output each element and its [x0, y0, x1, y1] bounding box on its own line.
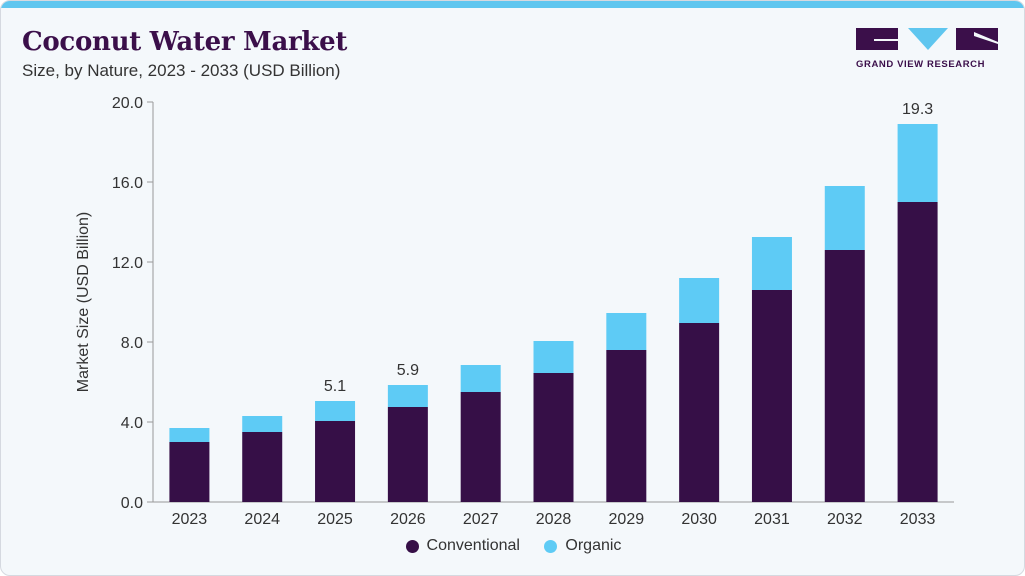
bar-conventional-2028	[533, 373, 574, 502]
x-tick-label: 2023	[172, 511, 208, 528]
bar-conventional-2027	[460, 392, 501, 502]
bar-organic-2023	[169, 428, 210, 442]
data-label-2026: 5.9	[397, 362, 419, 379]
bar-organic-2024	[242, 416, 283, 432]
legend-label-conventional: Conventional	[426, 537, 520, 554]
x-tick-label: 2024	[244, 511, 280, 528]
x-tick-label: 2033	[900, 511, 936, 528]
y-tick-label: 8.0	[121, 335, 143, 352]
legend: Conventional Organic	[1, 537, 1024, 558]
bar-organic-2032	[824, 186, 865, 250]
bar-conventional-2026	[387, 407, 428, 502]
data-label-2033: 19.3	[902, 101, 933, 118]
bar-organic-2031	[751, 237, 792, 290]
bar-organic-2033	[897, 124, 938, 202]
bar-organic-2025	[315, 401, 356, 421]
bar-conventional-2029	[606, 350, 647, 502]
y-tick-label: 4.0	[121, 415, 143, 432]
bar-organic-2026	[387, 385, 428, 407]
x-tick-label: 2032	[827, 511, 863, 528]
legend-item-organic: Organic	[544, 537, 621, 555]
logo-text: GRAND VIEW RESEARCH	[856, 59, 986, 70]
data-label-2025: 5.1	[324, 378, 346, 395]
bar-conventional-2031	[751, 290, 792, 502]
y-tick-label: 20.0	[112, 95, 143, 112]
x-tick-label: 2031	[754, 511, 790, 528]
x-tick-label: 2027	[463, 511, 499, 528]
bar-organic-2029	[606, 313, 647, 350]
x-tick-label: 2026	[390, 511, 426, 528]
legend-dot-organic	[544, 539, 558, 553]
bar-organic-2027	[460, 365, 501, 392]
legend-dot-conventional	[405, 539, 419, 553]
bar-conventional-2025	[315, 421, 356, 502]
legend-item-conventional: Conventional	[405, 537, 520, 555]
bar-organic-2028	[533, 341, 574, 373]
bar-conventional-2024	[242, 432, 283, 502]
y-axis-label: Market Size (USD Billion)	[75, 212, 92, 392]
page-title: Coconut Water Market	[22, 27, 348, 57]
x-tick-label: 2030	[681, 511, 717, 528]
accent-bar	[1, 1, 1024, 8]
y-tick-label: 12.0	[112, 255, 143, 272]
bar-conventional-2032	[824, 250, 865, 502]
y-tick-label: 0.0	[121, 495, 143, 512]
page-subtitle: Size, by Nature, 2023 - 2033 (USD Billio…	[22, 61, 341, 80]
x-tick-label: 2028	[536, 511, 572, 528]
x-tick-label: 2025	[317, 511, 353, 528]
x-tick-label: 2029	[609, 511, 645, 528]
y-tick-label: 16.0	[112, 175, 143, 192]
legend-label-organic: Organic	[565, 537, 622, 554]
bar-conventional-2030	[679, 323, 720, 502]
bar-conventional-2033	[897, 202, 938, 502]
grand-view-research-logo-icon	[856, 28, 998, 50]
bar-conventional-2023	[169, 442, 210, 502]
bar-organic-2030	[679, 278, 720, 323]
